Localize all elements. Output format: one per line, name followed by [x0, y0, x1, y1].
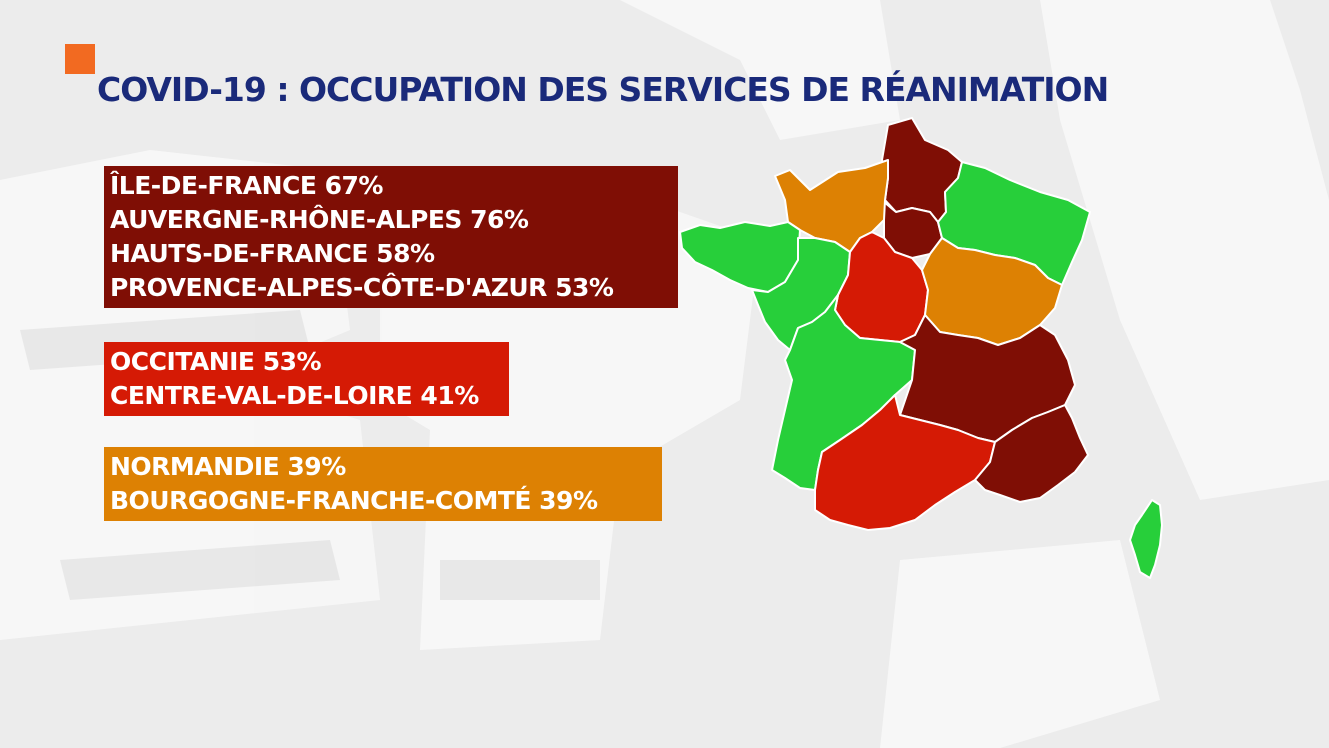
legend-group-high: OCCITANIE 53% CENTRE-VAL-DE-LOIRE 41% [104, 342, 509, 416]
legend-item: BOURGOGNE-FRANCHE-COMTÉ 39% [110, 486, 598, 515]
region-corse [1129, 499, 1163, 579]
legend-item: NORMANDIE 39% [110, 452, 346, 481]
legend-item: AUVERGNE-RHÔNE-ALPES 76% [110, 205, 529, 234]
region-bretagne [679, 221, 801, 293]
legend-item: PROVENCE-ALPES-CÔTE-D'AZUR 53% [110, 273, 614, 302]
legend-item: CENTRE-VAL-DE-LOIRE 41% [110, 381, 479, 410]
legend-group-very-high: ÎLE-DE-FRANCE 67% AUVERGNE-RHÔNE-ALPES 7… [104, 166, 678, 308]
region-provence-alpes-cote-d-azur [974, 404, 1089, 503]
brand-square [65, 44, 95, 74]
legend-item: OCCITANIE 53% [110, 347, 322, 376]
legend-item: ÎLE-DE-FRANCE 67% [110, 171, 383, 200]
page-title: COVID-19 : OCCUPATION DES SERVICES DE RÉ… [97, 70, 1109, 109]
legend-item: HAUTS-DE-FRANCE 58% [110, 239, 435, 268]
legend-group-medium: NORMANDIE 39% BOURGOGNE-FRANCHE-COMTÉ 39… [104, 447, 662, 521]
